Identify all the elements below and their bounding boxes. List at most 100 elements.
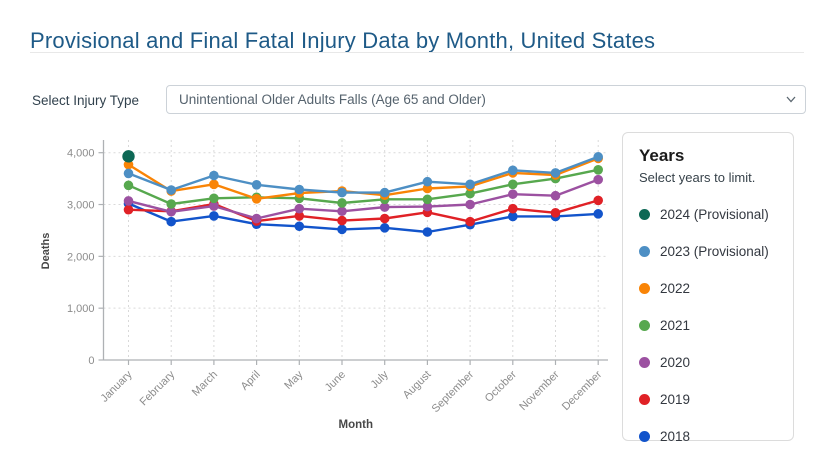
data-point-2023[interactable]: [422, 176, 433, 187]
legend-color-dot: [639, 209, 650, 220]
x-tick-label: May: [282, 368, 306, 392]
x-tick-label: April: [239, 369, 263, 393]
legend-color-dot: [639, 283, 650, 294]
legend-item-2024[interactable]: 2024 (Provisional): [639, 207, 777, 222]
data-point-2018[interactable]: [166, 216, 176, 227]
data-point-2021[interactable]: [508, 179, 518, 190]
data-point-2023[interactable]: [209, 170, 219, 181]
data-point-2021[interactable]: [166, 199, 176, 209]
data-point-2020[interactable]: [337, 206, 347, 217]
legend-item-2019[interactable]: 2019: [639, 392, 777, 407]
legend-item-label: 2022: [660, 281, 691, 296]
data-point-2019[interactable]: [550, 208, 561, 218]
data-point-2022[interactable]: [251, 194, 262, 204]
data-point-2023[interactable]: [550, 168, 561, 178]
legend-item-label: 2018: [660, 429, 691, 444]
injury-type-select-wrap: Unintentional Older Adults Falls (Age 65…: [166, 85, 806, 114]
data-point-2019[interactable]: [337, 215, 347, 226]
data-point-2019[interactable]: [465, 216, 475, 227]
legend-item-2022[interactable]: 2022: [639, 281, 777, 296]
data-point-2021[interactable]: [337, 198, 347, 208]
data-point-2021[interactable]: [593, 165, 603, 175]
injury-type-select[interactable]: Unintentional Older Adults Falls (Age 65…: [166, 85, 806, 114]
data-point-2021[interactable]: [123, 180, 134, 191]
data-point-2020[interactable]: [465, 199, 475, 210]
legend-item-2020[interactable]: 2020: [639, 355, 777, 370]
data-point-2020[interactable]: [593, 174, 603, 185]
y-axis-title: Deaths: [40, 233, 52, 270]
legend-item-label: 2023 (Provisional): [660, 244, 769, 259]
injury-type-label: Select Injury Type: [32, 93, 140, 108]
data-point-2020[interactable]: [209, 201, 219, 211]
legend-color-dot: [639, 320, 650, 331]
data-point-2023[interactable]: [251, 180, 262, 190]
series-line-2019: [127, 199, 600, 223]
line-chart-canvas: 0 1,000 2,000 3,000 4,000 January February Marc…: [40, 140, 608, 431]
data-point-2021[interactable]: [422, 194, 433, 205]
data-point-2019[interactable]: [123, 204, 134, 215]
data-point-2023[interactable]: [337, 187, 347, 198]
page-title: Provisional and Final Fatal Injury Data …: [30, 27, 656, 53]
data-point-2022[interactable]: [123, 159, 134, 170]
legend-color-dot: [639, 431, 650, 442]
data-point-2020[interactable]: [379, 202, 390, 212]
legend-color-dot: [639, 357, 650, 368]
legend-item-2021[interactable]: 2021: [639, 318, 777, 333]
legend-item-2023[interactable]: 2023 (Provisional): [639, 244, 777, 259]
data-point-2018[interactable]: [337, 224, 347, 235]
data-point-2023[interactable]: [166, 185, 176, 195]
legend-item-2018[interactable]: 2018: [639, 429, 777, 444]
monthly-deaths-chart: 0 1,000 2,000 3,000 4,000 January February Marc…: [35, 130, 610, 445]
y-tick-label: 4,000: [67, 148, 95, 160]
data-point-2020[interactable]: [166, 206, 176, 217]
x-tick-label: October: [483, 368, 519, 404]
data-point-2020[interactable]: [251, 213, 262, 224]
x-tick-label: December: [560, 368, 605, 413]
data-point-2019[interactable]: [593, 195, 603, 206]
data-point-2018[interactable]: [422, 227, 433, 237]
data-point-2018[interactable]: [379, 223, 390, 233]
header-divider: [30, 52, 804, 53]
y-tick-label: 2,000: [67, 251, 95, 263]
legend-color-dot: [639, 394, 650, 405]
data-point-2019[interactable]: [294, 211, 305, 221]
series-line-2020: [127, 178, 600, 220]
data-point-2018[interactable]: [508, 211, 518, 222]
data-point-2023[interactable]: [379, 187, 390, 198]
series-line-2021: [127, 168, 600, 206]
x-tick-label: November: [517, 368, 562, 413]
data-point-2018[interactable]: [294, 221, 305, 232]
data-point-2022[interactable]: [209, 179, 219, 190]
data-point-2020[interactable]: [294, 203, 305, 214]
data-point-2020[interactable]: [422, 201, 433, 212]
data-point-2019[interactable]: [508, 203, 518, 214]
data-point-2024[interactable]: [122, 150, 135, 163]
legend-item-label: 2020: [660, 355, 691, 370]
data-point-2018[interactable]: [209, 211, 219, 221]
data-point-2023[interactable]: [508, 165, 518, 176]
data-point-2021[interactable]: [465, 188, 475, 199]
x-tick-label: June: [323, 369, 348, 394]
y-tick-label: 3,000: [67, 200, 95, 212]
legend-item-label: 2019: [660, 392, 691, 407]
data-point-2020[interactable]: [123, 196, 134, 206]
legend-item-label: 2021: [660, 318, 691, 333]
data-point-2023[interactable]: [465, 179, 475, 190]
x-tick-label: September: [430, 368, 477, 415]
x-tick-label: February: [138, 368, 178, 408]
data-point-2023[interactable]: [123, 168, 134, 179]
x-tick-label: August: [401, 369, 434, 402]
data-point-2019[interactable]: [379, 213, 390, 224]
data-point-2021[interactable]: [209, 193, 219, 204]
data-point-2020[interactable]: [550, 190, 561, 201]
data-point-2018[interactable]: [593, 209, 603, 219]
data-point-2023[interactable]: [294, 184, 305, 195]
years-panel-subtitle: Select years to limit.: [639, 170, 756, 185]
x-tick-label: March: [190, 369, 220, 399]
data-point-2020[interactable]: [508, 189, 518, 199]
x-tick-label: January: [98, 368, 135, 405]
series-line-2023: [127, 155, 600, 194]
data-point-2023[interactable]: [593, 152, 603, 162]
data-point-2022[interactable]: [422, 183, 433, 194]
years-panel-title: Years: [639, 146, 685, 165]
